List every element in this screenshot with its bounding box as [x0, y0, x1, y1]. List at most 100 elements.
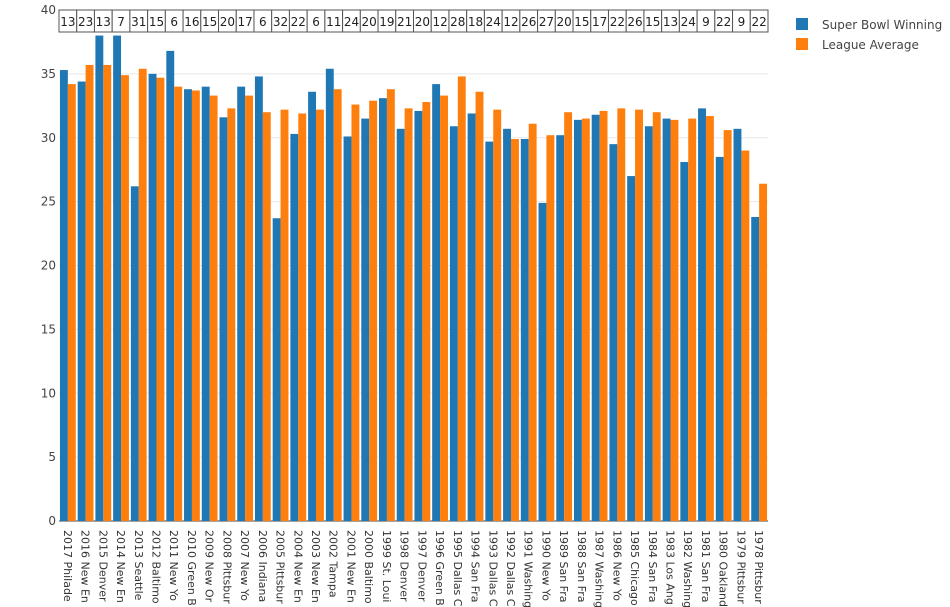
bar-super-bowl-winning[interactable] [272, 218, 281, 521]
bar-super-bowl-winning[interactable] [520, 139, 529, 521]
bar-super-bowl-winning[interactable] [573, 119, 582, 521]
bar-super-bowl-winning[interactable] [396, 128, 405, 521]
bar-super-bowl-winning[interactable] [59, 70, 68, 521]
rank-label: 13 [96, 15, 111, 29]
bar-super-bowl-winning[interactable] [715, 156, 724, 521]
bar-super-bowl-winning[interactable] [733, 128, 742, 521]
bar-super-bowl-winning[interactable] [201, 86, 210, 521]
bar-league-average[interactable] [298, 113, 307, 521]
bar-league-average[interactable] [369, 100, 378, 521]
bar-league-average[interactable] [528, 123, 537, 521]
bar-super-bowl-winning[interactable] [644, 126, 653, 521]
bar-league-average[interactable] [741, 150, 750, 521]
bar-league-average[interactable] [475, 91, 484, 521]
bar-super-bowl-winning[interactable] [237, 86, 246, 521]
y-tick-label: 0 [48, 514, 56, 528]
rank-label: 22 [291, 15, 306, 29]
bar-league-average[interactable] [138, 68, 147, 521]
bar-super-bowl-winning[interactable] [538, 202, 547, 521]
bar-league-average[interactable] [227, 108, 236, 521]
bar-super-bowl-winning[interactable] [95, 35, 104, 521]
bar-super-bowl-winning[interactable] [113, 35, 122, 521]
x-category-label: 2010 Green B [185, 530, 198, 606]
bar-super-bowl-winning[interactable] [254, 76, 263, 521]
bar-league-average[interactable] [510, 139, 519, 521]
bar-league-average[interactable] [67, 84, 76, 521]
bar-super-bowl-winning[interactable] [325, 68, 334, 521]
legend-swatch[interactable] [796, 18, 808, 30]
bar-league-average[interactable] [759, 183, 768, 521]
bar-league-average[interactable] [351, 104, 360, 521]
bar-league-average[interactable] [599, 110, 608, 521]
bar-league-average[interactable] [440, 95, 448, 521]
bar-league-average[interactable] [262, 112, 271, 521]
rank-label: 9 [738, 15, 746, 29]
bar-league-average[interactable] [617, 108, 626, 521]
bar-super-bowl-winning[interactable] [308, 91, 317, 521]
bar-super-bowl-winning[interactable] [556, 135, 565, 521]
bar-super-bowl-winning[interactable] [627, 176, 636, 521]
bar-league-average[interactable] [156, 77, 165, 521]
x-category-label: 2009 New Or [203, 530, 216, 603]
bar-league-average[interactable] [191, 90, 200, 521]
bar-super-bowl-winning[interactable] [609, 144, 618, 521]
bar-league-average[interactable] [121, 75, 129, 521]
bar-super-bowl-winning[interactable] [184, 89, 192, 521]
bar-league-average[interactable] [723, 130, 732, 521]
bar-league-average[interactable] [493, 109, 502, 521]
legend-label[interactable]: League Average [822, 38, 919, 52]
bar-league-average[interactable] [333, 89, 342, 521]
rank-label: 12 [503, 15, 518, 29]
bar-super-bowl-winning[interactable] [680, 162, 689, 521]
bar-super-bowl-winning[interactable] [662, 118, 671, 521]
bar-super-bowl-winning[interactable] [414, 110, 423, 521]
bar-league-average[interactable] [85, 64, 94, 521]
bar-league-average[interactable] [404, 108, 413, 521]
bar-super-bowl-winning[interactable] [503, 128, 511, 521]
bar-league-average[interactable] [457, 76, 466, 521]
legend[interactable]: Super Bowl Winning League Average [796, 18, 942, 52]
bar-super-bowl-winning[interactable] [432, 84, 441, 521]
bar-super-bowl-winning[interactable] [166, 50, 175, 521]
bar-super-bowl-winning[interactable] [591, 114, 600, 521]
bar-league-average[interactable] [705, 116, 714, 521]
bar-super-bowl-winning[interactable] [449, 126, 458, 521]
bar-super-bowl-winning[interactable] [77, 81, 86, 521]
bar-super-bowl-winning[interactable] [751, 216, 760, 521]
bar-league-average[interactable] [670, 119, 679, 521]
bar-super-bowl-winning[interactable] [485, 141, 494, 521]
x-category-label: 2000 Baltimo [362, 530, 375, 604]
bar-league-average[interactable] [174, 86, 183, 521]
bar-super-bowl-winning[interactable] [219, 117, 228, 521]
bar-league-average[interactable] [546, 135, 555, 521]
bar-league-average[interactable] [635, 109, 643, 521]
bar-league-average[interactable] [581, 118, 590, 521]
rank-label-box [749, 9, 769, 33]
bar-league-average[interactable] [103, 64, 112, 521]
bar-super-bowl-winning[interactable] [290, 133, 299, 521]
bar-league-average[interactable] [652, 112, 661, 521]
bar-super-bowl-winning[interactable] [361, 118, 370, 521]
rank-label: 12 [432, 15, 447, 29]
bar-league-average[interactable] [316, 109, 324, 521]
rank-label: 27 [539, 15, 554, 29]
bar-super-bowl-winning[interactable] [148, 73, 157, 521]
legend-swatch[interactable] [796, 38, 808, 50]
bar-super-bowl-winning[interactable] [130, 186, 139, 521]
bar-league-average[interactable] [564, 112, 573, 521]
bar-league-average[interactable] [422, 101, 431, 521]
bar-league-average[interactable] [280, 109, 289, 521]
legend-label[interactable]: Super Bowl Winning [822, 18, 942, 32]
bar-super-bowl-winning[interactable] [698, 108, 706, 521]
bar-league-average[interactable] [386, 89, 395, 521]
bar-league-average[interactable] [245, 95, 254, 521]
bar-super-bowl-winning[interactable] [379, 98, 387, 521]
bar-league-average[interactable] [209, 95, 218, 521]
rank-label: 15 [202, 15, 217, 29]
rank-label: 18 [468, 15, 483, 29]
rank-label: 24 [681, 15, 696, 29]
bar-super-bowl-winning[interactable] [467, 113, 476, 521]
bar-super-bowl-winning[interactable] [343, 136, 352, 521]
bar-league-average[interactable] [688, 118, 697, 521]
x-category-label: 1983 Los Ang [664, 530, 677, 605]
